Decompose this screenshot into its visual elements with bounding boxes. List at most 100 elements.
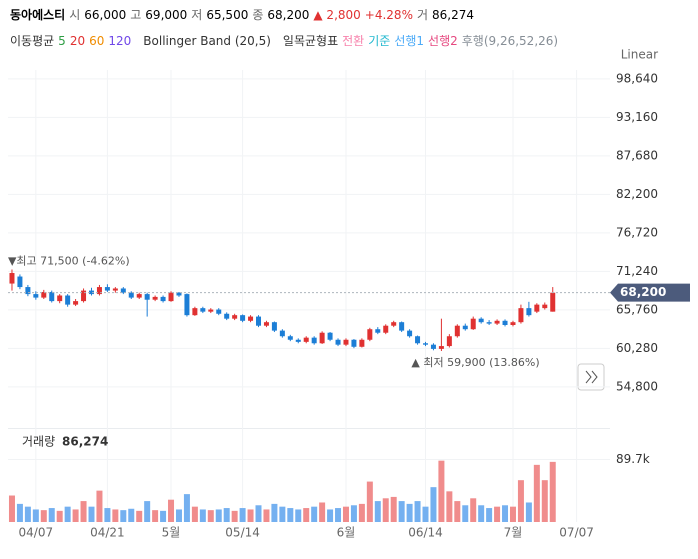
volume-bar	[56, 510, 63, 522]
candle-body	[486, 322, 492, 324]
volume-value: 86,274	[62, 435, 108, 449]
value: 68,200	[267, 7, 310, 22]
volume-bar	[470, 498, 477, 522]
volume-bar	[199, 509, 206, 522]
volume-bar	[104, 508, 111, 522]
legend[interactable]: 전환	[342, 34, 365, 48]
volume-bar	[311, 506, 318, 522]
price-summary: 동아에스티 시 66,000 고 69,000 저 65,500 종 68,200 ▲ …	[10, 6, 474, 23]
legend[interactable]: 20	[69, 33, 86, 48]
candle-body	[430, 344, 436, 349]
legend[interactable]: 기준	[368, 34, 391, 48]
x-tick-label: 7월	[504, 526, 523, 540]
candle-body	[359, 339, 365, 347]
candle-body	[311, 337, 317, 344]
volume-bar	[215, 509, 222, 522]
candle-body	[216, 309, 222, 314]
volume-bar	[398, 501, 405, 522]
legend[interactable]: 60	[89, 33, 105, 48]
candle-body	[160, 296, 166, 302]
candle-body	[542, 304, 548, 309]
volume-bar	[16, 503, 23, 522]
volume-bar	[24, 506, 31, 522]
y-tick-label: 71,240	[616, 264, 658, 278]
candle-body	[526, 308, 532, 316]
candle-body	[470, 318, 476, 330]
y-tick-label: 82,200	[616, 187, 658, 201]
candle-body	[136, 294, 142, 298]
candle-body	[423, 343, 429, 345]
candle-body	[17, 276, 23, 288]
volume-bar	[120, 510, 127, 522]
candle-body	[25, 287, 31, 295]
volume-bar	[374, 501, 381, 522]
label: 시	[69, 8, 81, 22]
candle-body	[128, 292, 134, 298]
stock-name: 동아에스티	[10, 8, 66, 22]
candle-body	[168, 292, 174, 302]
volume-title: 거래량	[22, 435, 55, 449]
volume-bar	[390, 496, 397, 522]
candle-body	[248, 316, 254, 321]
x-tick-label: 04/07	[19, 526, 54, 540]
volume-bar	[96, 490, 103, 522]
volume-bar	[279, 506, 286, 522]
volume-bar	[358, 503, 365, 522]
volume-bar	[446, 491, 453, 522]
candle-body	[383, 325, 389, 333]
candle-body	[343, 339, 349, 345]
candle-body	[399, 322, 405, 331]
legend[interactable]: 일목균형표	[282, 34, 339, 48]
candle-body	[65, 295, 71, 305]
volume-bar	[295, 509, 302, 522]
candle-body	[391, 322, 397, 326]
candle-body	[287, 336, 293, 340]
change: ▲ 2,800	[313, 7, 361, 22]
candle-body	[375, 329, 381, 333]
volume-bar	[335, 508, 342, 522]
annotation: ▼최고 71,500 (-4.62%)	[8, 255, 130, 268]
volume-bar	[533, 464, 540, 522]
volume-bar	[303, 508, 310, 522]
volume-bar	[255, 505, 262, 522]
x-tick-label: 07/07	[559, 526, 594, 540]
candle-body	[57, 295, 63, 302]
legend[interactable]: 선행1	[394, 34, 425, 48]
separator	[8, 428, 610, 429]
volume-bar	[160, 510, 167, 522]
legend[interactable]: 선행2	[428, 34, 458, 48]
legend[interactable]: 120	[108, 33, 132, 48]
candle-body	[478, 318, 484, 323]
label: 종	[252, 8, 264, 22]
scroll-icon	[585, 370, 598, 384]
volume-bar	[509, 506, 516, 522]
label: 거	[416, 8, 429, 22]
volume-bar	[152, 510, 159, 522]
volume-bar	[247, 509, 254, 522]
legend[interactable]: 5	[58, 33, 66, 48]
volume-bar	[175, 509, 182, 522]
value: 66,000	[84, 7, 127, 22]
candle-body	[200, 308, 206, 312]
volume-bar	[64, 506, 71, 522]
volume-bar	[502, 505, 509, 522]
value: 86,274	[432, 7, 475, 22]
volume-bar	[541, 480, 548, 522]
volume-bar	[382, 498, 389, 522]
volume-bar	[231, 510, 238, 522]
volume-bar	[144, 501, 151, 522]
x-tick-label: 5월	[162, 526, 181, 540]
legend[interactable]: 이동평균	[10, 34, 55, 48]
candle-body	[73, 301, 79, 305]
scale-toggle[interactable]: Linear	[621, 48, 658, 62]
volume-bar	[8, 495, 15, 522]
price-tag-label: 68,200	[620, 285, 666, 299]
legend[interactable]: Bollinger Band (20,5)	[143, 33, 271, 48]
volume-bar	[263, 509, 270, 522]
volume-bar	[72, 509, 79, 522]
volume-bar	[32, 509, 39, 522]
legend[interactable]: 후행(9,26,52,26)	[461, 34, 559, 48]
candle-body	[438, 346, 444, 349]
